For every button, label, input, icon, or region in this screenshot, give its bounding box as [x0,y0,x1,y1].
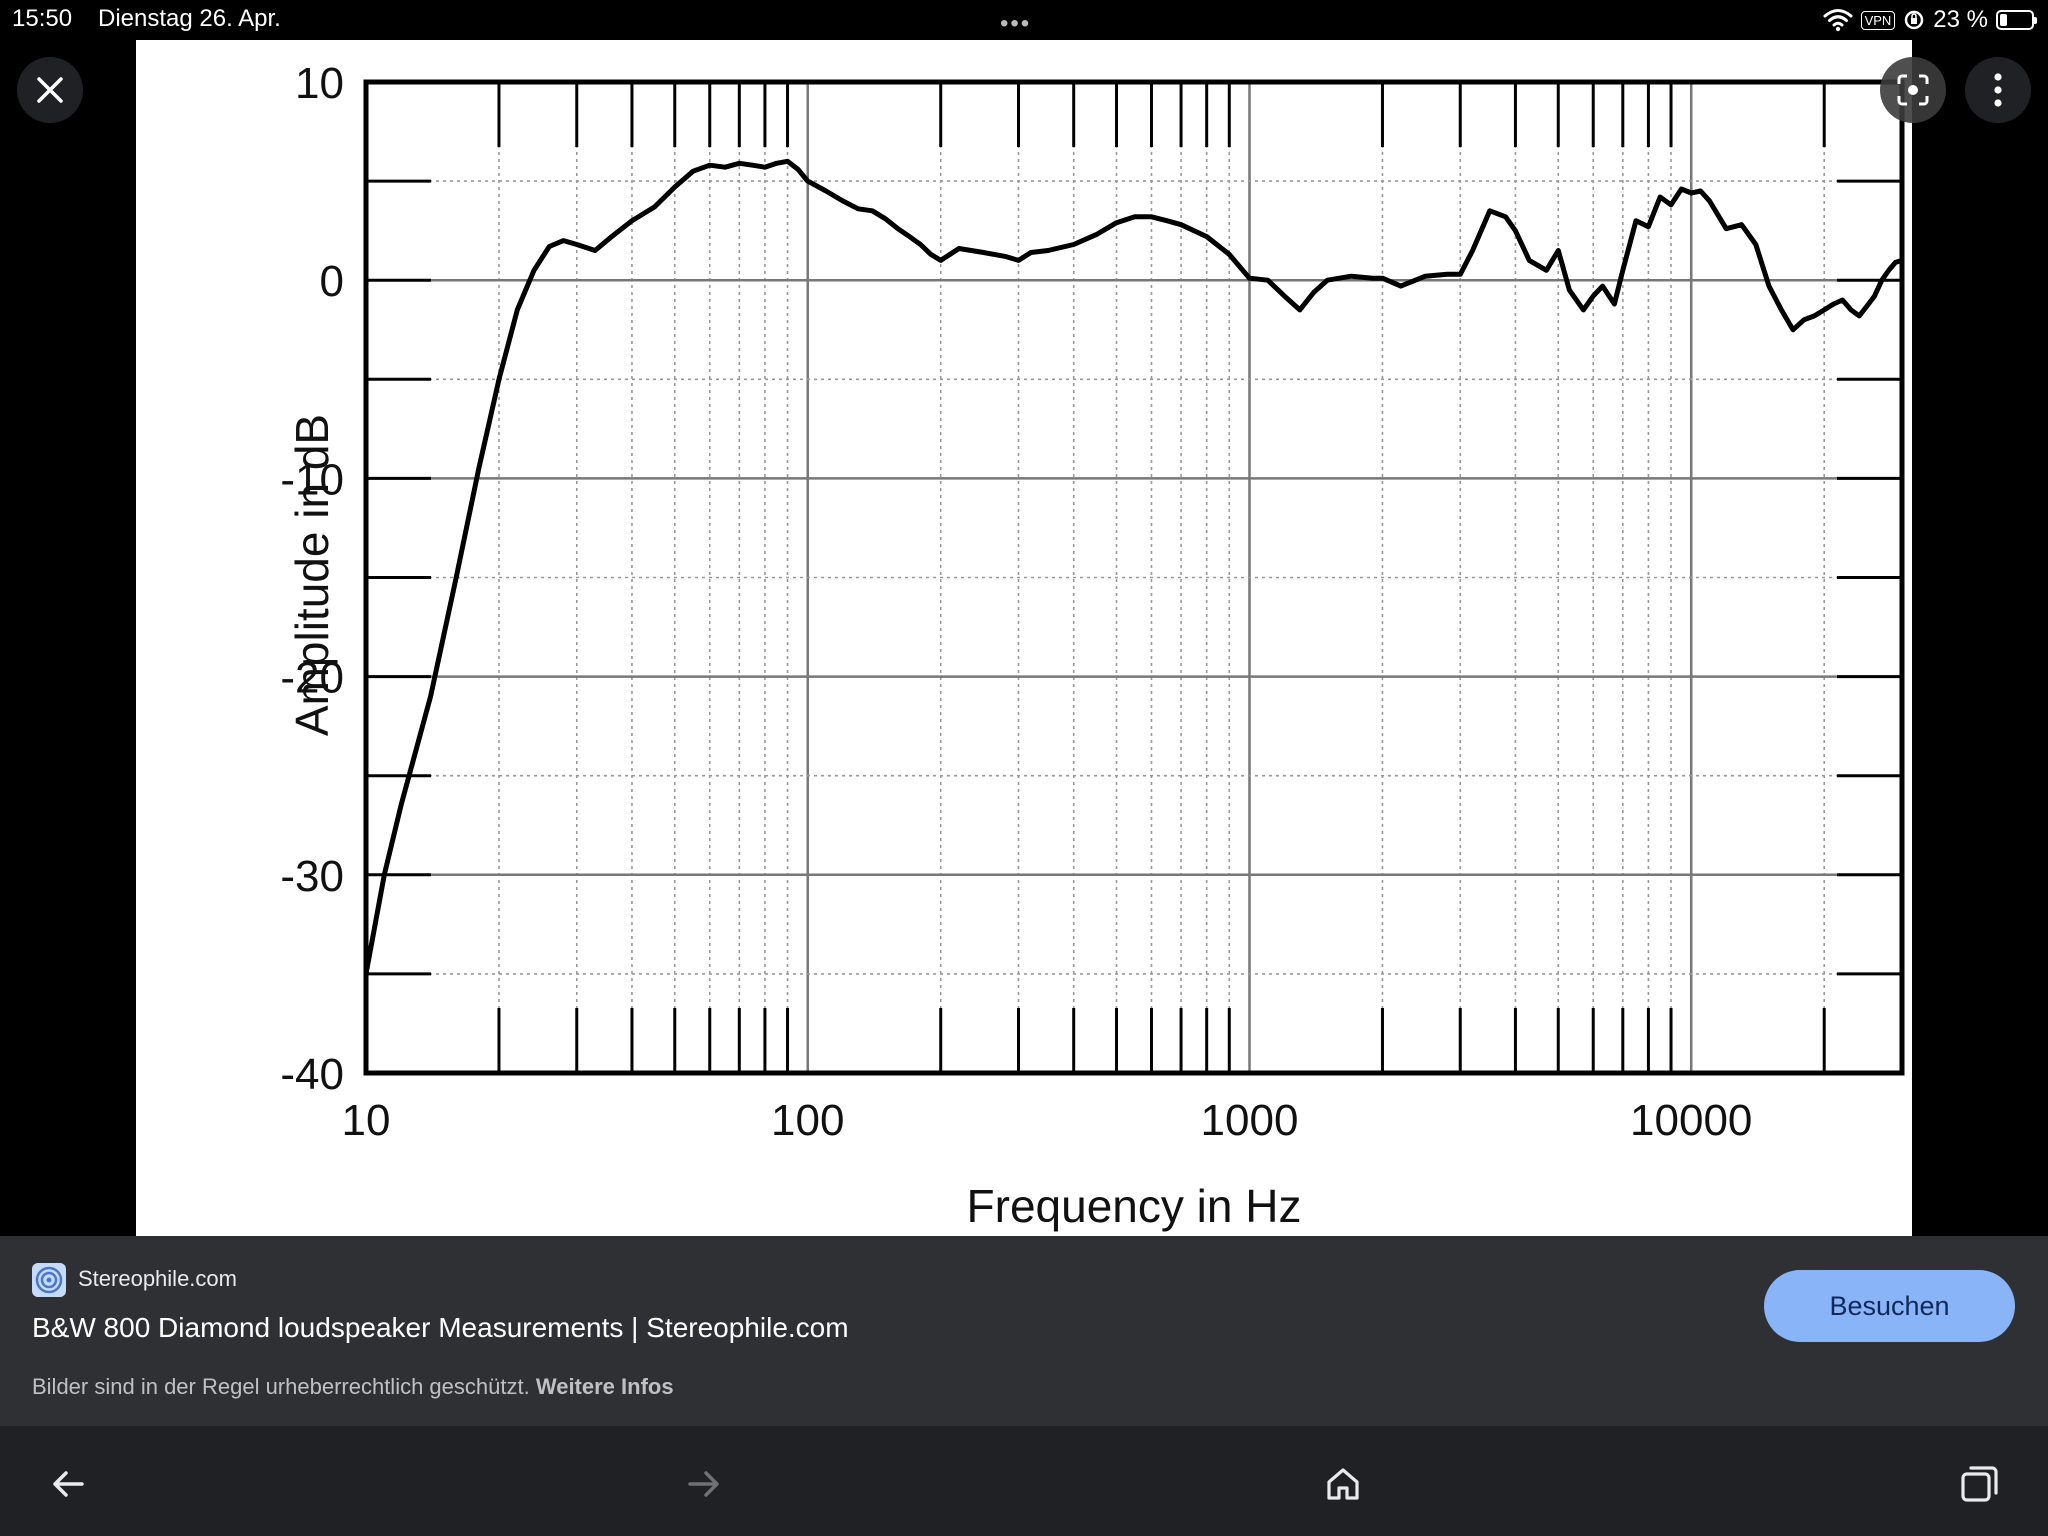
lens-search-button[interactable] [1880,57,1946,123]
status-indicators: VPN 23 % [1823,4,2037,36]
status-bar: 15:50 Dienstag 26. Apr. ••• VPN 23 % [0,0,2048,40]
y-axis-title: Amplitude in dB [286,414,338,736]
battery-percent: 23 % [1933,6,1988,33]
more-options-button[interactable] [1965,57,2031,123]
page-title-link[interactable]: B&W 800 Diamond loudspeaker Measurements… [32,1312,849,1343]
more-info-link[interactable]: Weitere Infos [535,1374,674,1399]
close-icon [37,77,63,103]
y-tick-label: -30 [280,852,344,901]
arrow-forward-icon [688,1471,719,1497]
y-tick-label: 0 [320,257,344,306]
tabs-button[interactable] [1950,1454,2010,1514]
x-tick-label: 10000 [1630,1096,1752,1145]
y-tick-label: -20 [280,654,344,703]
y-tick-label: 10 [295,59,344,108]
navigation-bar [0,1426,2048,1536]
y-tick-label: -10 [280,455,344,504]
y-tick-label: -40 [280,1050,344,1099]
back-button[interactable] [38,1454,98,1514]
tabs-icon [1961,1466,1998,1502]
site-name[interactable]: Stereophile.com [78,1266,237,1291]
status-date: Dienstag 26. Apr. [98,5,281,32]
arrow-back-icon [53,1471,84,1497]
orientation-lock-icon [1905,10,1924,30]
lens-icon [1897,74,1929,106]
home-icon [1327,1468,1359,1500]
more-vert-icon [1994,73,2002,107]
image-info-panel: Stereophile.com B&W 800 Diamond loudspea… [0,1236,2048,1426]
vpn-badge: VPN [1860,10,1896,30]
copyright-note: Bilder sind in der Regel urheberrechtlic… [32,1374,674,1400]
x-tick-label: 100 [771,1096,844,1145]
close-button[interactable] [17,57,83,123]
plot-frame [363,79,1905,1076]
site-favicon [32,1263,66,1297]
wifi-icon [1823,9,1853,32]
x-tick-label: 10 [342,1096,391,1145]
home-button[interactable] [1313,1454,1373,1514]
stereophile-logo-icon [35,1266,63,1294]
copyright-text: Bilder sind in der Regel urheberrechtlic… [32,1374,530,1399]
visit-button[interactable]: Besuchen [1764,1270,2015,1342]
x-axis-title: Frequency in Hz [967,1180,1302,1232]
response-curve-line [363,158,1905,977]
x-tick-label: 1000 [1201,1096,1299,1145]
image-viewer: 10 0 -10 -20 -30 -40 10 100 1000 10000 Frequency i… [136,40,1912,1236]
multitasking-dots[interactable]: ••• [1000,10,1032,37]
forward-button[interactable] [674,1454,734,1514]
battery-icon [1996,10,2037,30]
status-time: 15:50 [12,5,73,32]
